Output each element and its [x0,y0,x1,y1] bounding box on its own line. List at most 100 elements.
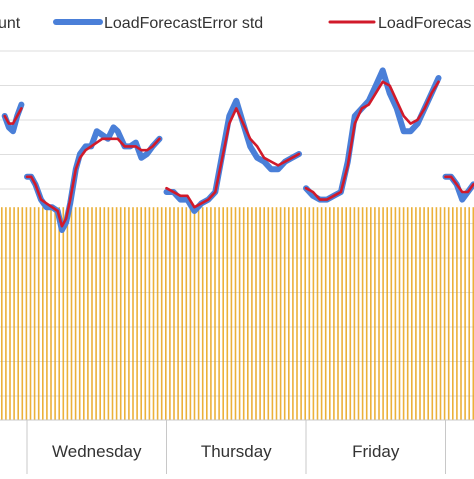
count-bar [42,207,44,420]
count-bar [321,207,323,420]
count-bar [436,207,438,420]
count-bar [227,207,229,420]
count-bar [411,207,413,420]
count-bar [108,207,110,420]
count-bar [313,207,315,420]
count-bar [22,207,24,420]
count-bar [464,207,466,420]
count-bar [38,207,40,420]
count-bar [210,207,212,420]
count-bar [423,207,425,420]
count-bar [177,207,179,420]
count-bar [345,207,347,420]
count-bar [419,207,421,420]
count-bar [444,207,446,420]
count-bar [17,207,19,420]
count-bar [218,207,220,420]
count-bar [341,207,343,420]
count-bar [136,207,138,420]
count-bar [67,207,69,420]
count-bar [395,207,397,420]
count-bar [173,207,175,420]
count-bar [46,207,48,420]
count-bar [350,207,352,420]
count-bar [63,207,65,420]
count-bar [99,207,101,420]
count-bar [288,207,290,420]
count-bar [448,207,450,420]
count-bar [272,207,274,420]
count-bar [75,207,77,420]
count-bar [13,207,15,420]
count-bar [161,207,163,420]
count-bar [370,207,372,420]
count-bar [456,207,458,420]
count-bar [325,207,327,420]
count-bar [235,207,237,420]
x-tick-label: Friday [352,442,400,461]
count-bar [317,207,319,420]
count-bar [304,207,306,420]
count-bar [268,207,270,420]
count-bar [432,207,434,420]
count-bar [91,207,93,420]
count-bar [194,207,196,420]
count-bar [87,207,89,420]
count-bar [374,207,376,420]
count-bar [309,207,311,420]
count-bar [132,207,134,420]
count-bar [452,207,454,420]
count-bar [30,207,32,420]
count-bar [403,207,405,420]
count-bar [128,207,130,420]
count-bar [251,207,253,420]
count-bar [239,207,241,420]
count-bar [104,207,106,420]
count-bar [329,207,331,420]
count-bar [120,207,122,420]
count-bar [427,207,429,420]
count-bar [34,207,36,420]
count-bar [468,207,470,420]
count-bar [296,207,298,420]
count-bar [391,207,393,420]
count-bar [354,207,356,420]
count-bar [382,207,384,420]
count-bar [145,207,147,420]
count-bar [124,207,126,420]
count-bar [231,207,233,420]
count-bar [169,207,171,420]
count-bar [50,207,52,420]
count-bar [186,207,188,420]
count-bar [181,207,183,420]
count-bar [149,207,151,420]
x-tick-label: Thursday [201,442,272,461]
count-bar [140,207,142,420]
count-bar [206,207,208,420]
count-bar [284,207,286,420]
count-bar [300,207,302,420]
legend-label-forecast: LoadForecas [378,15,471,32]
count-bar [1,207,3,420]
count-bar [292,207,294,420]
count-bar [407,207,409,420]
count-bar [153,207,155,420]
count-bar [157,207,159,420]
count-bar [366,207,368,420]
count-bar [333,207,335,420]
count-bar [214,207,216,420]
count-bar [243,207,245,420]
count-bar [362,207,364,420]
legend-label-count: unt [0,15,21,32]
count-bar [222,207,224,420]
count-bar [112,207,114,420]
count-bar [386,207,388,420]
count-bar [259,207,261,420]
count-bar [165,207,167,420]
count-bar [83,207,85,420]
count-bar [460,207,462,420]
count-bar [358,207,360,420]
count-bar [5,207,7,420]
count-bar [71,207,73,420]
